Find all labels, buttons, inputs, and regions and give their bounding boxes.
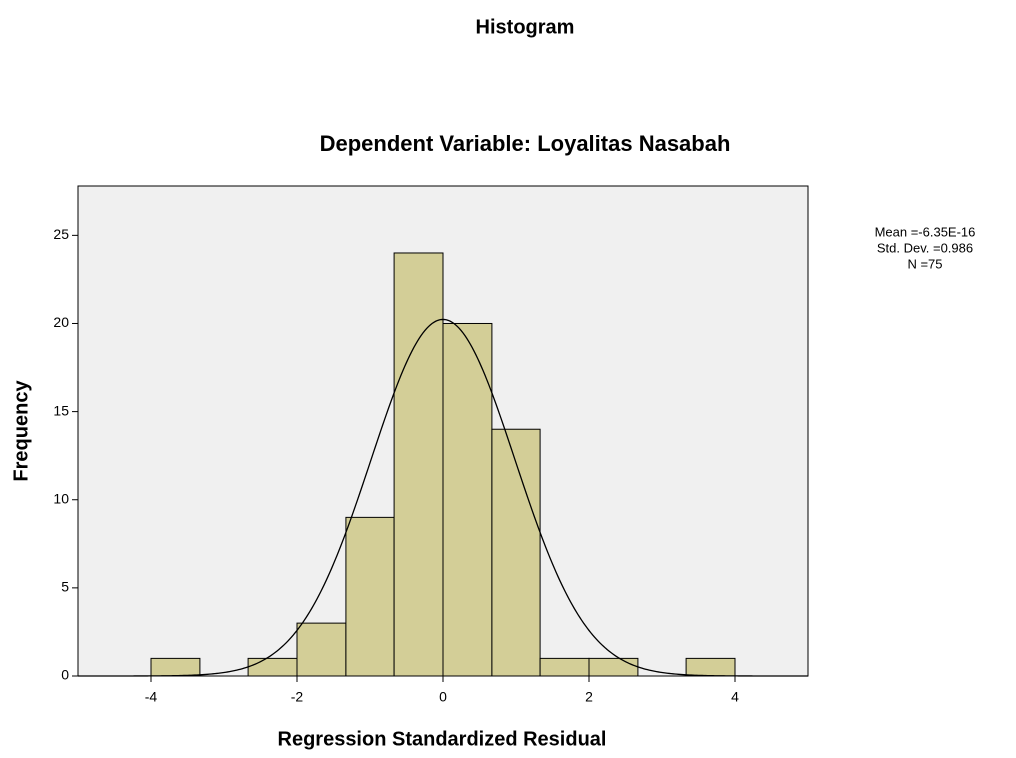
x-tick-label: 2 — [585, 689, 593, 705]
y-axis-label: Frequency — [10, 380, 32, 482]
y-tick-label: 15 — [53, 402, 69, 418]
bar — [588, 657, 639, 677]
y-tick-label: 10 — [53, 490, 69, 506]
stat-label: Mean =-6.35E-16 — [875, 224, 976, 239]
bar — [150, 657, 201, 677]
x-tick-label: -4 — [145, 689, 158, 705]
y-tick-label: 25 — [53, 226, 69, 242]
x-tick-label: 4 — [731, 689, 739, 705]
normal-curve — [78, 318, 808, 677]
bar — [345, 516, 395, 677]
stat-label: Std. Dev. =0.986 — [877, 240, 973, 255]
bar — [491, 428, 541, 677]
chart-title: Histogram — [476, 16, 575, 38]
bar — [393, 252, 444, 677]
bar — [539, 657, 590, 677]
x-tick-label: 0 — [439, 689, 447, 705]
bar — [442, 322, 493, 677]
bar — [296, 622, 347, 677]
x-tick-label: -2 — [291, 689, 304, 705]
stat-label: N =75 — [907, 256, 942, 271]
y-tick-label: 0 — [61, 667, 69, 683]
x-axis-label: Regression Standardized Residual — [278, 728, 607, 750]
chart-subtitle: Dependent Variable: Loyalitas Nasabah — [320, 131, 731, 156]
y-tick-label: 5 — [61, 579, 69, 595]
y-tick-label: 20 — [53, 314, 69, 330]
bar — [247, 657, 298, 677]
bar — [685, 657, 736, 677]
